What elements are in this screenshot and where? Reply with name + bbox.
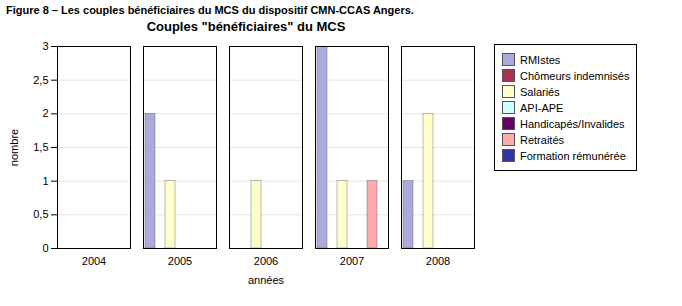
svg-text:2008: 2008	[426, 255, 450, 267]
svg-text:1,5: 1,5	[33, 141, 48, 153]
svg-text:1: 1	[42, 175, 48, 187]
html-text:Retraités: Retraités	[520, 133, 564, 146]
html-text:Formation rémunérée: Formation rémunérée	[520, 149, 626, 162]
svg-text:2006: 2006	[254, 255, 278, 267]
html-text:Chômeurs indemnisés: Chômeurs indemnisés	[520, 69, 630, 82]
svg-text:0,5: 0,5	[33, 208, 48, 220]
svg-text:2005: 2005	[168, 255, 192, 267]
svg-text:2: 2	[42, 107, 48, 119]
svg-text:2007: 2007	[340, 255, 364, 267]
html-text:Couples "bénéficiaires" du MCS: Couples "bénéficiaires" du MCS	[146, 19, 346, 34]
html-text:Salariés: Salariés	[520, 85, 560, 98]
svg-text:0: 0	[42, 242, 48, 254]
svg-text:2,5: 2,5	[33, 74, 48, 86]
html-text:Handicapés/Invalides: Handicapés/Invalides	[520, 117, 625, 130]
html-text:Figure 8 – Les couples bénéfic: Figure 8 – Les couples bénéficiaires du …	[6, 4, 414, 16]
svg-text:nombre: nombre	[8, 129, 20, 166]
svg-text:années: années	[248, 274, 285, 286]
svg-text:2004: 2004	[82, 255, 106, 267]
html-text:RMIstes: RMIstes	[520, 53, 561, 66]
html-text:API-APE: API-APE	[520, 101, 564, 114]
svg-text:3: 3	[42, 40, 48, 52]
